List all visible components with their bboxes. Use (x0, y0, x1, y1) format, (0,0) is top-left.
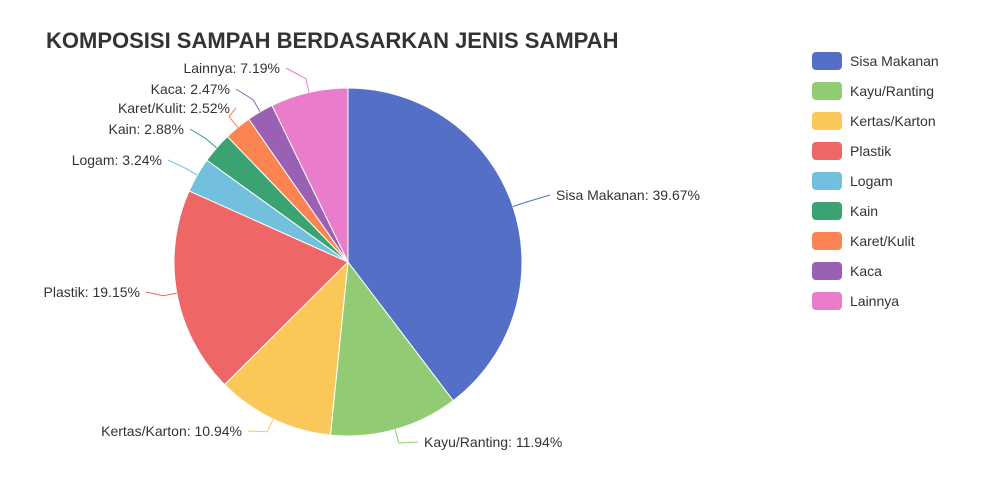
leader-line-lainnya (285, 67, 310, 93)
legend-swatch-kayu-ranting (812, 82, 842, 100)
pie-slice-lainnya[interactable] (271, 87, 349, 263)
slice-label-kaca: Kaca: 2.47% (151, 81, 230, 97)
leader-line-karet-kulit (228, 107, 239, 128)
pie-slice-kertas-karton[interactable] (223, 260, 349, 436)
legend-swatch-sisa-makanan (812, 52, 842, 70)
leader-line-kain (189, 128, 217, 149)
legend-item-kayu-ranting[interactable]: Kayu/Ranting (812, 82, 934, 100)
leader-line-kaca (235, 88, 261, 113)
legend-label-plastik: Plastik (850, 143, 892, 159)
legend-swatch-karet-kulit (812, 232, 842, 250)
leader-line-kertas-karton (247, 418, 274, 433)
legend-swatch-kaca (812, 262, 842, 280)
slice-label-karet-kulit: Karet/Kulit: 2.52% (118, 100, 230, 116)
slice-label-plastik: Plastik: 19.15% (44, 284, 141, 300)
legend-item-kain[interactable]: Kain (812, 202, 878, 220)
legend-swatch-kain (812, 202, 842, 220)
leader-line-plastik (145, 291, 177, 297)
legend-item-kertas-karton[interactable]: Kertas/Karton (812, 112, 936, 130)
legend-item-plastik[interactable]: Plastik (812, 142, 892, 160)
pie-labels: Sisa Makanan: 39.67% Kayu/Ranting: 11.94%… (44, 60, 700, 450)
legend-item-lainnya[interactable]: Lainnya (812, 292, 899, 310)
slice-label-kayu-ranting: Kayu/Ranting: 11.94% (424, 434, 562, 450)
legend-label-sisa-makanan: Sisa Makanan (850, 53, 939, 69)
legend-swatch-kertas-karton (812, 112, 842, 130)
legend-label-kertas-karton: Kertas/Karton (850, 113, 936, 129)
legend-item-karet-kulit[interactable]: Karet/Kulit (812, 232, 915, 250)
legend-label-kaca: Kaca (850, 263, 882, 279)
legend-label-lainnya: Lainnya (850, 293, 899, 309)
legend-swatch-plastik (812, 142, 842, 160)
pie-slice-plastik[interactable] (173, 190, 349, 386)
legend-item-sisa-makanan[interactable]: Sisa Makanan (812, 52, 939, 70)
legend-label-logam: Logam (850, 173, 893, 189)
leader-line-logam (167, 159, 198, 176)
legend-label-karet-kulit: Karet/Kulit (850, 233, 915, 249)
slice-label-sisa-makanan: Sisa Makanan: 39.67% (556, 187, 700, 203)
legend-label-kain: Kain (850, 203, 878, 219)
legend-item-kaca[interactable]: Kaca (812, 262, 882, 280)
legend-swatch-lainnya (812, 292, 842, 310)
chart-title: KOMPOSISI SAMPAH BERDASARKAN JENIS SAMPA… (46, 28, 618, 53)
leader-line-kayu-ranting (394, 429, 419, 444)
slice-label-logam: Logam: 3.24% (72, 152, 162, 168)
leader-line-sisa-makanan (512, 194, 551, 207)
slice-label-kain: Kain: 2.88% (109, 121, 185, 137)
slice-label-kertas-karton: Kertas/Karton: 10.94% (101, 423, 242, 439)
pie-slices (173, 87, 523, 437)
legend-swatch-logam (812, 172, 842, 190)
legend-item-logam[interactable]: Logam (812, 172, 893, 190)
legend: Sisa Makanan Kayu/Ranting Kertas/Karton Pla… (812, 52, 939, 310)
legend-label-kayu-ranting: Kayu/Ranting (850, 83, 934, 99)
slice-label-lainnya: Lainnya: 7.19% (183, 60, 280, 76)
